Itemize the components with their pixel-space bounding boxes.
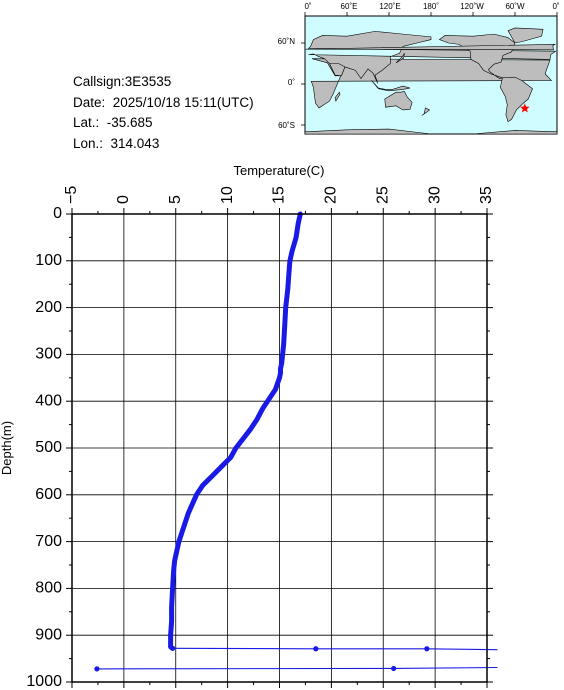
x-tick-label-3: 10 <box>219 186 236 204</box>
callsign-text: Callsign:3E3535 <box>73 74 172 89</box>
spike-point <box>94 666 100 672</box>
map-lon-label-3: 180˚ <box>423 2 439 11</box>
map-lon-label-5: 60˚W <box>505 2 525 11</box>
lat-text: Lat.: -35.685 <box>73 115 153 130</box>
land-arabia-gap <box>329 63 346 77</box>
land-greenland <box>507 27 544 44</box>
map-lat-label-1: 0˚ <box>288 78 295 87</box>
y-tick-label-4: 400 <box>35 392 62 409</box>
land-south-america <box>499 76 533 123</box>
chart-series <box>94 211 498 672</box>
x-tick-label-4: 15 <box>271 186 288 204</box>
plot-frame <box>71 213 488 683</box>
spike-point <box>391 665 397 672</box>
spike-point <box>170 645 176 651</box>
y-tick-label-5: 500 <box>35 439 62 456</box>
land-australia <box>384 91 413 111</box>
temperature-profile-line <box>168 211 303 651</box>
y-tick-label-9: 900 <box>35 626 62 643</box>
map-lon-label-6: 0˚ <box>552 2 559 11</box>
x-tick-label-6: 25 <box>374 186 391 204</box>
chart-grid <box>71 213 488 683</box>
station-marker-star <box>520 103 530 113</box>
x-tick-label-7: 30 <box>426 186 443 204</box>
x-tick-label-2: 5 <box>167 195 184 204</box>
y-tick-label-6: 600 <box>35 486 62 503</box>
spike-line-1 <box>96 666 498 670</box>
map-lon-label-1: 60˚E <box>341 2 358 11</box>
chart-ticks <box>66 208 493 688</box>
x-tick-label-8: 35 <box>478 186 495 204</box>
land-uk <box>305 44 556 51</box>
map-lat-label-0: 60˚N <box>278 37 296 46</box>
x-tick-labels: −5 0 5 10 15 20 25 30 35 <box>63 186 495 204</box>
y-tick-label-10: 1000 <box>26 673 62 690</box>
land-antarctica <box>304 128 558 135</box>
spike-point <box>313 646 319 652</box>
y-tick-label-7: 700 <box>35 533 62 550</box>
land-new-zealand <box>421 107 431 116</box>
spike-line-0 <box>172 647 498 651</box>
map-ticks <box>301 12 558 126</box>
station-info: Callsign:3E3535 Date: 2025/10/18 15:11(U… <box>73 72 254 154</box>
y-axis-title: Depth(m) <box>0 421 14 475</box>
y-tick-label-8: 800 <box>35 580 62 597</box>
y-tick-label-1: 100 <box>35 252 62 269</box>
x-tick-label-0: −5 <box>63 186 80 204</box>
map-lon-label-0: 0˚ <box>304 2 311 11</box>
spike-point <box>424 646 430 652</box>
land-madagascar <box>334 91 341 102</box>
x-tick-label-5: 20 <box>323 186 340 204</box>
map-lat-label-2: 60˚S <box>278 121 295 130</box>
land-indonesia <box>371 80 411 92</box>
x-tick-label-1: 0 <box>115 195 132 204</box>
land-japan <box>395 53 405 64</box>
y-tick-label-2: 200 <box>35 299 62 316</box>
x-axis-title: Temperature(C) <box>233 163 324 178</box>
lon-text: Lon.: 314.043 <box>73 135 160 151</box>
map-lon-label-2: 120˚E <box>379 2 400 11</box>
y-tick-label-3: 300 <box>35 346 62 363</box>
date-text: Date: 2025/10/18 15:11(UTC) <box>73 94 254 110</box>
y-tick-label-0: 0 <box>53 205 62 222</box>
map-lon-label-4: 120˚W <box>460 2 484 11</box>
map-landmasses <box>304 27 558 135</box>
location-map: 0˚ 60˚E 120˚E 180˚ 120˚W 60˚W 0˚ 60˚N 0˚… <box>278 2 560 135</box>
y-tick-labels: 0 100 200 300 400 500 600 700 800 900 1000 <box>26 205 62 690</box>
